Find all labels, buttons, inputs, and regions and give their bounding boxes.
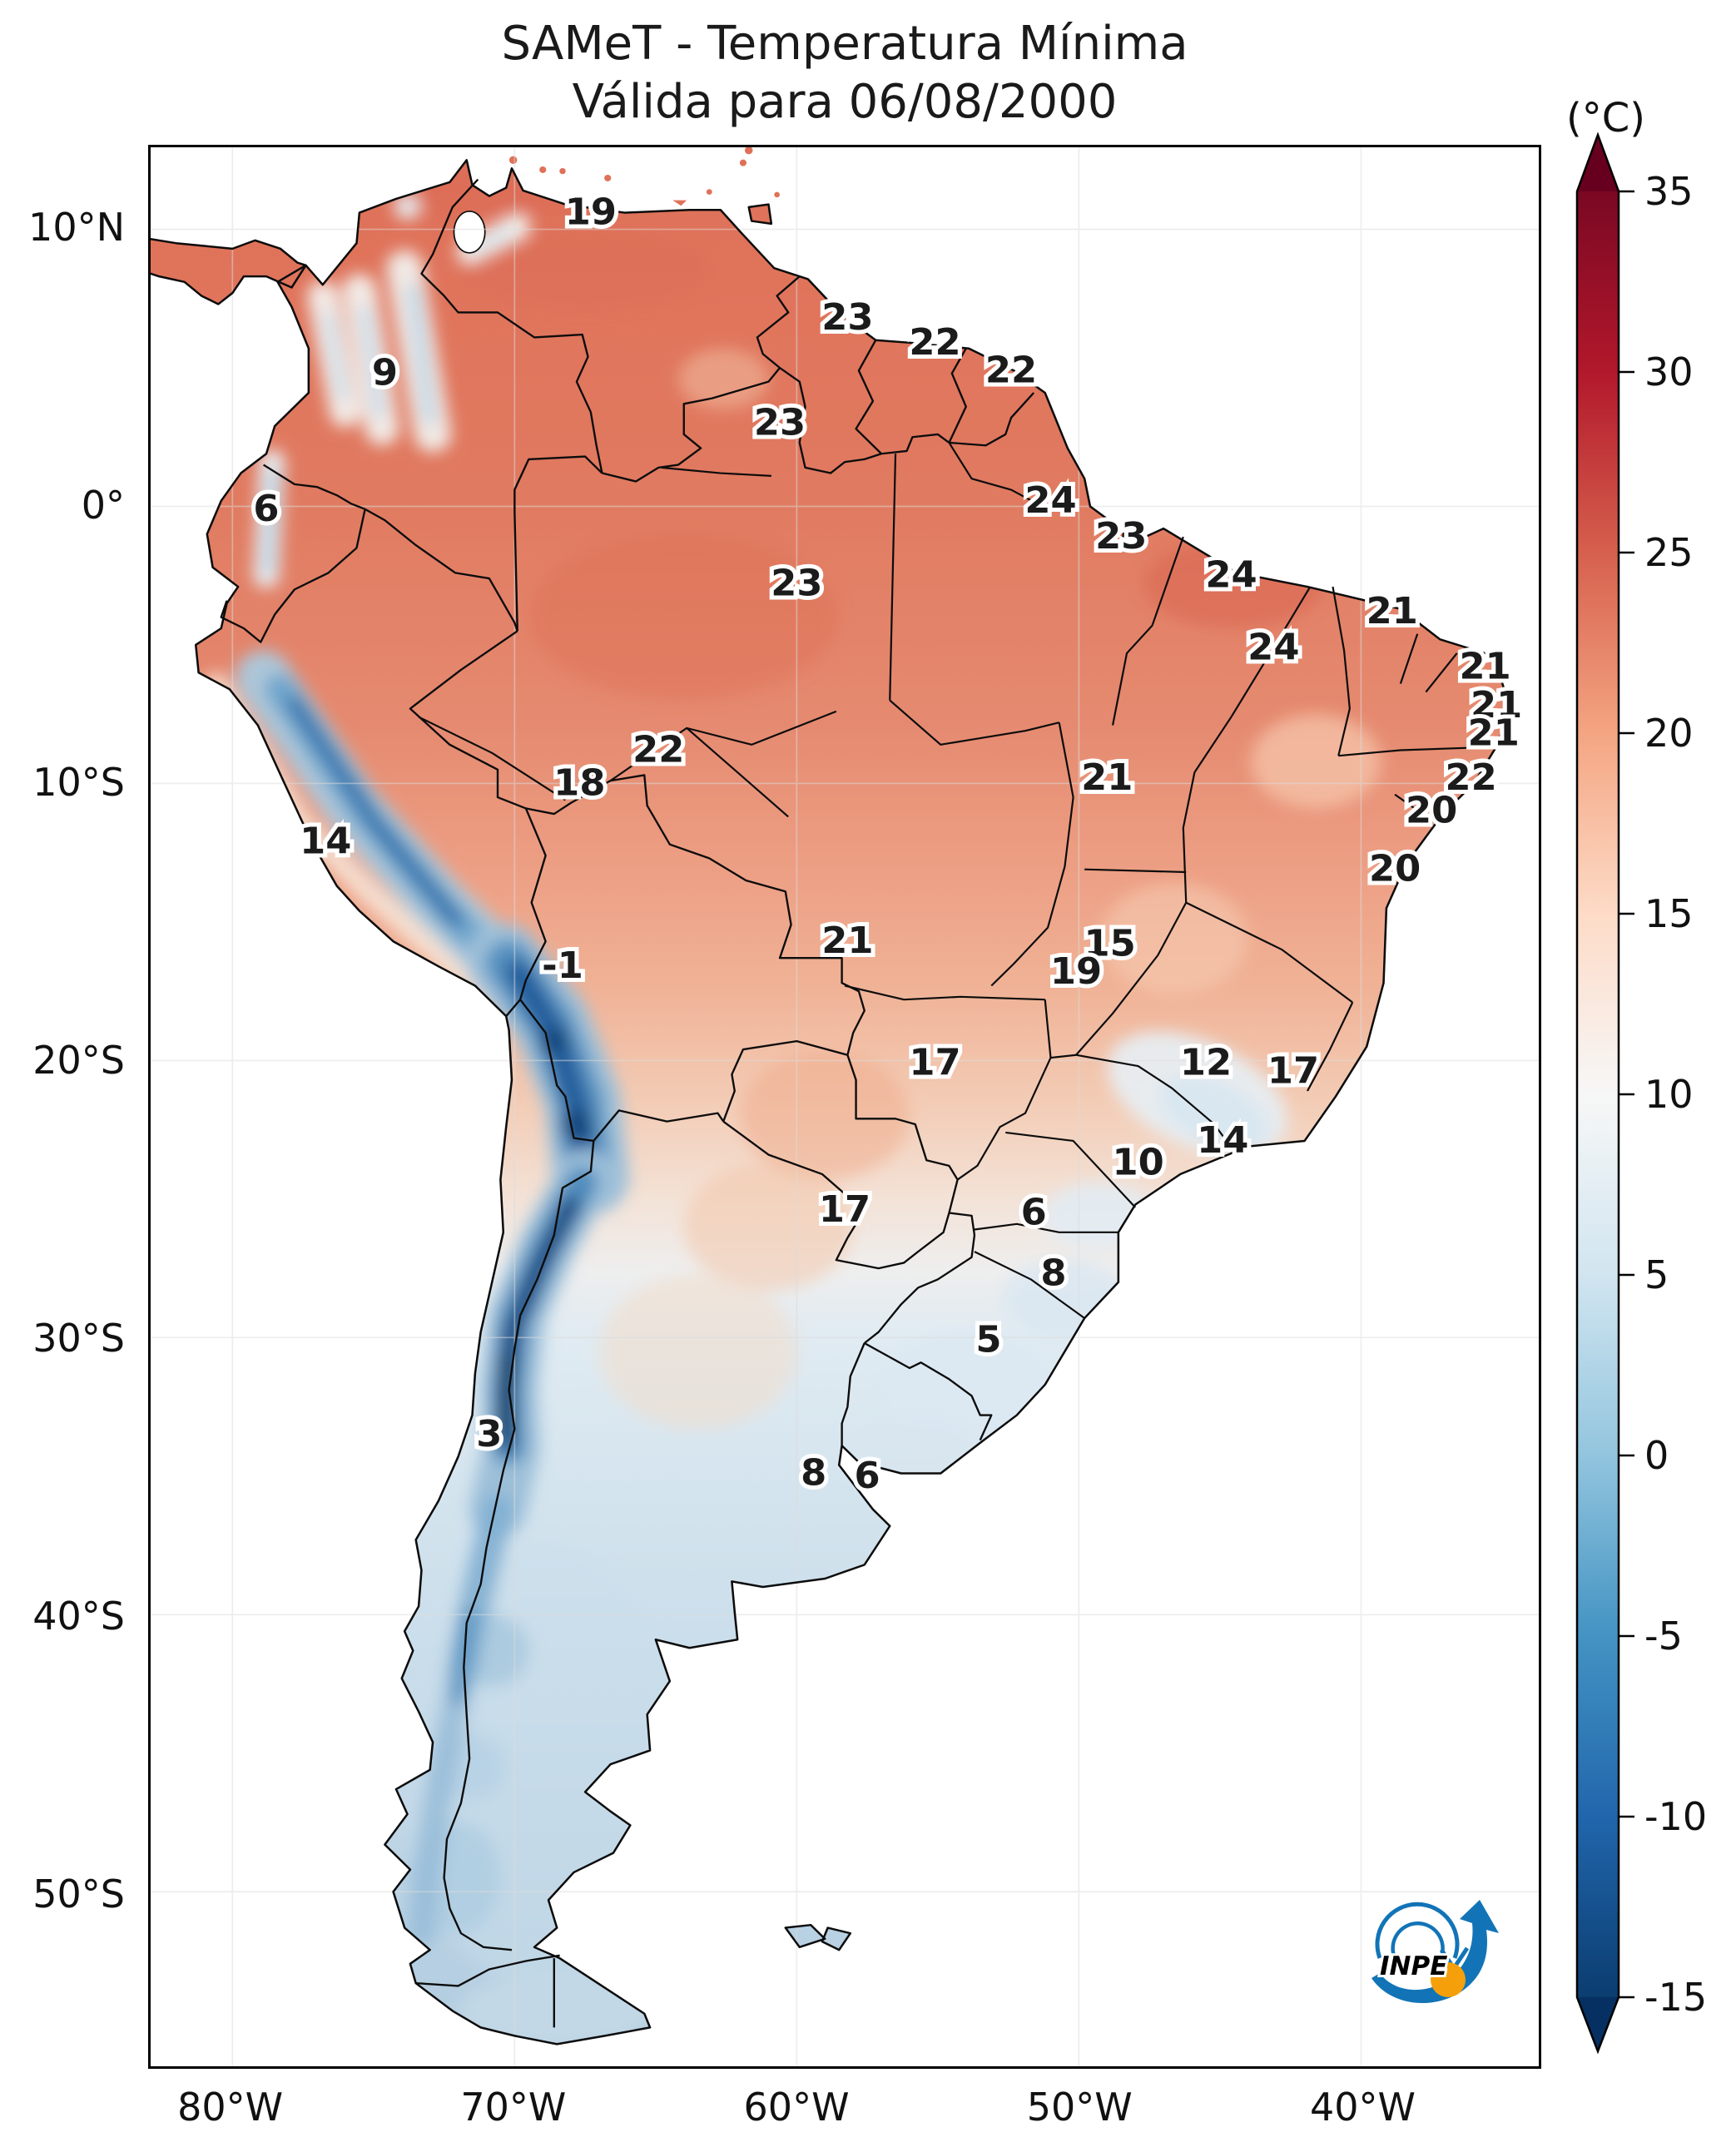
temperature-label: 17: [909, 1042, 960, 1084]
colorbar-top-arrow: [1577, 135, 1619, 191]
y-tick-label: 50°S: [32, 1871, 125, 1916]
temperature-label: 24: [1024, 479, 1076, 522]
temperature-field: [204, 168, 1381, 2045]
temperature-label: 23: [771, 563, 822, 605]
temperature-label: 19: [565, 191, 617, 234]
logo-outer-orbit: [1375, 1902, 1460, 1959]
temperature-label: 14: [1197, 1119, 1248, 1162]
logo-orange-dot: [1431, 1962, 1466, 1997]
y-tick-label: 0°: [81, 482, 125, 528]
colorbar-tick-label: -10: [1644, 1794, 1707, 1839]
temperature-label: -1: [542, 945, 583, 988]
temperature-label: 23: [1095, 515, 1147, 558]
x-tick-label: 60°W: [743, 2085, 850, 2130]
temperature-label: 20: [1369, 848, 1421, 890]
temperature-label: 21: [1471, 685, 1522, 727]
temperature-label: 22: [909, 321, 960, 364]
temperature-label: 6: [855, 1455, 880, 1497]
temperature-label: 21: [1468, 712, 1520, 755]
colorbar-tick-label: 0: [1644, 1433, 1669, 1478]
temperature-label: 23: [754, 402, 806, 444]
temperature-label: 19: [1050, 950, 1102, 993]
temperature-label: 5: [975, 1319, 1001, 1361]
temperature-label: 15: [1084, 923, 1136, 965]
inpe-logo: INPE: [1371, 1900, 1499, 2004]
temperature-label: 8: [1040, 1252, 1066, 1295]
y-tick-label: 20°S: [32, 1038, 125, 1083]
temperature-label: 21: [1459, 646, 1510, 688]
temperature-label: 17: [819, 1189, 870, 1232]
x-tick-label: 50°W: [1026, 2085, 1133, 2130]
temperature-label: 24: [1247, 627, 1299, 669]
colorbar-bottom-arrow: [1577, 1997, 1619, 2051]
colorbar-gradient: [1577, 191, 1619, 1997]
colorbar-tick-label: 5: [1644, 1252, 1669, 1297]
colorbar-ticks: 35 30 25 20 15 10 5 0 -5 -10 -15: [1619, 169, 1707, 2020]
temperature-label: 21: [1366, 590, 1418, 632]
temperature-label: 21: [821, 920, 873, 963]
country-borders: [220, 178, 1035, 2028]
x-tick-label: 70°W: [460, 2085, 567, 2130]
map-plot-area: 19 9 23 22 22 23 6 24 23 23 24 21 24 21 21 21 22 18 21 22 20…: [148, 145, 1541, 2069]
colorbar-tick-label: -15: [1644, 1975, 1707, 2020]
temperature-label: 21: [1081, 756, 1133, 799]
temperature-label: 22: [1445, 756, 1496, 799]
temperature-label: 9: [372, 352, 398, 394]
logo-inner-orbit: [1391, 1921, 1445, 1959]
state-borders: [418, 442, 1480, 1319]
colorbar-tick-label: 35: [1644, 169, 1694, 214]
colorbar-unit-label: (°C): [1566, 95, 1645, 141]
colorbar: (°C) 35 30 25 20 15 10 5 0 -5 -10 -15: [1566, 95, 1707, 2055]
plot-title-line1: SAMeT - Temperatura Mínima: [501, 17, 1188, 71]
colorbar-tick-label: -5: [1644, 1614, 1683, 1659]
y-tick-label: 10°S: [32, 760, 125, 806]
temperature-label: 24: [1205, 554, 1257, 597]
logo-swoosh-arrow: [1371, 1900, 1499, 2004]
plot-title: SAMeT - Temperatura Mínima Válida para 0…: [148, 15, 1541, 131]
colorbar-tick-label: 20: [1644, 711, 1694, 756]
temperature-label: 17: [1267, 1050, 1319, 1093]
y-tick-label: 40°S: [32, 1593, 125, 1639]
land-fill: [151, 147, 1508, 2045]
temperature-label: 10: [1112, 1142, 1163, 1184]
temperature-label: 22: [985, 350, 1037, 392]
plot-title-line2: Válida para 06/08/2000: [572, 75, 1118, 129]
logo-text: INPE: [1380, 1951, 1447, 1981]
lake-maracaibo: [453, 211, 486, 254]
temperature-label: 22: [632, 729, 684, 771]
temperature-label: 23: [821, 296, 873, 339]
temperature-label: 14: [300, 821, 351, 863]
colorbar-tick-label: 15: [1644, 891, 1694, 936]
temperature-label: 3: [476, 1413, 502, 1455]
x-tick-label: 40°W: [1309, 2085, 1416, 2130]
temperature-label: 8: [801, 1452, 826, 1495]
temperature-label: 6: [1021, 1192, 1047, 1234]
y-tick-label: 30°S: [32, 1316, 125, 1361]
temperature-label: 12: [1180, 1042, 1232, 1084]
colorbar-tick-label: 25: [1644, 530, 1694, 575]
temperature-label: 18: [553, 762, 605, 805]
colorbar-tick-label: 30: [1644, 350, 1694, 394]
x-tick-label: 80°W: [177, 2085, 284, 2130]
colorbar-tick-label: 10: [1644, 1072, 1694, 1117]
y-tick-label: 10°N: [28, 204, 125, 250]
temperature-label: 20: [1406, 790, 1457, 832]
temperature-label: 6: [253, 488, 279, 530]
